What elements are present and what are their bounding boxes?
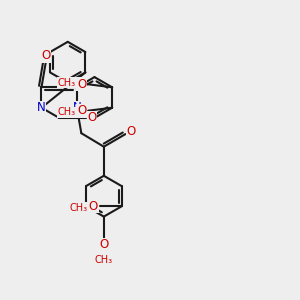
- Text: O: O: [77, 78, 86, 91]
- Text: O: O: [126, 124, 136, 138]
- Text: CH₃: CH₃: [58, 78, 76, 88]
- Text: N: N: [73, 101, 81, 114]
- Text: CH₃: CH₃: [95, 255, 113, 265]
- Text: O: O: [99, 238, 109, 251]
- Text: O: O: [41, 49, 51, 62]
- Text: CH₃: CH₃: [58, 107, 76, 117]
- Text: O: O: [77, 104, 86, 117]
- Text: O: O: [89, 200, 98, 213]
- Text: CH₃: CH₃: [69, 203, 87, 213]
- Text: O: O: [88, 111, 97, 124]
- Text: N: N: [37, 101, 46, 114]
